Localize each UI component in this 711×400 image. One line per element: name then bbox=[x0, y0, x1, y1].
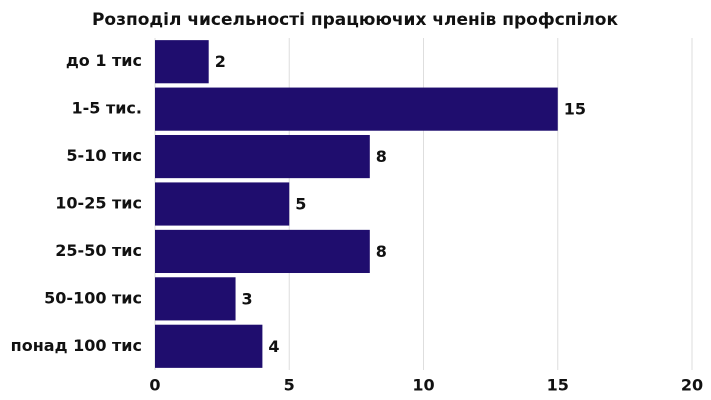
value-label: 4 bbox=[268, 337, 279, 356]
y-tick-label: понад 100 тис bbox=[11, 336, 142, 355]
bar bbox=[155, 324, 263, 368]
value-label: 3 bbox=[242, 289, 253, 308]
y-tick-label: 1-5 тис. bbox=[71, 99, 142, 118]
y-tick-label: 25-50 тис bbox=[55, 241, 142, 260]
y-tick-label: 5-10 тис bbox=[66, 146, 142, 165]
bar bbox=[155, 134, 370, 179]
value-label: 15 bbox=[564, 100, 586, 119]
bar bbox=[155, 87, 558, 131]
chart-title: Розподіл чисельності працюючих членів пр… bbox=[92, 10, 619, 30]
x-tick-label: 10 bbox=[412, 376, 434, 395]
x-tick-label: 0 bbox=[149, 376, 160, 395]
bar bbox=[155, 277, 236, 321]
y-tick-label: 10-25 тис bbox=[55, 194, 142, 213]
x-tick-label: 15 bbox=[547, 376, 569, 395]
x-tick-label: 5 bbox=[284, 376, 295, 395]
bar bbox=[155, 229, 370, 274]
x-tick-label: 20 bbox=[681, 376, 703, 395]
bar bbox=[155, 182, 290, 226]
value-label: 5 bbox=[295, 195, 306, 214]
value-label: 2 bbox=[215, 52, 226, 71]
value-label: 8 bbox=[376, 147, 387, 166]
y-tick-label: 50-100 тис bbox=[44, 288, 142, 307]
y-tick-label: до 1 тис bbox=[66, 51, 142, 70]
value-label: 8 bbox=[376, 242, 387, 261]
bar bbox=[155, 40, 209, 84]
